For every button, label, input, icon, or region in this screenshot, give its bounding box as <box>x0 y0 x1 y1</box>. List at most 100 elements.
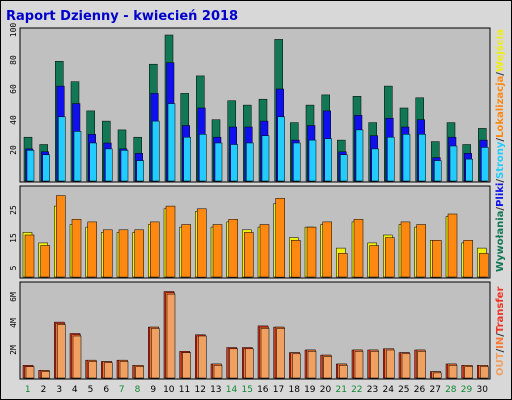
y-tick-label: 4M <box>9 318 18 328</box>
bar-out-day-21 <box>339 365 348 379</box>
bar-strony-day-6 <box>105 148 113 182</box>
x-tick-label-day-10: 10 <box>163 385 175 395</box>
bar-strony-day-18 <box>293 142 301 182</box>
legend-item: IN <box>495 337 506 349</box>
bar-out-day-28 <box>448 365 458 379</box>
y-tick-label: 40 <box>9 115 18 125</box>
bar-strony-day-21 <box>340 154 348 182</box>
bar-strony-day-27 <box>434 160 442 182</box>
y-tick-label: 20 <box>9 145 18 155</box>
x-tick-label-day-30: 30 <box>476 385 488 395</box>
x-tick-label-day-26: 26 <box>414 385 426 395</box>
y-tick-label: 2M <box>9 345 18 355</box>
bar-out-day-2 <box>41 371 50 379</box>
bar-lokalizacja-day-3 <box>56 195 66 278</box>
y-tick-label: 100 <box>9 23 18 38</box>
x-tick-label-day-7: 7 <box>119 385 125 395</box>
bar-lokalizacja-day-24 <box>385 237 395 278</box>
x-tick-label-day-4: 4 <box>72 385 78 395</box>
bar-out-day-24 <box>386 349 395 379</box>
bar-out-day-5 <box>88 361 97 379</box>
bar-strony-day-26 <box>418 134 426 182</box>
x-tick-label-day-29: 29 <box>461 385 473 395</box>
bar-strony-day-11 <box>183 136 191 182</box>
legend-item: Pliki <box>495 183 506 207</box>
bar-strony-day-10 <box>167 103 176 182</box>
bar-lokalizacja-day-22 <box>353 219 364 278</box>
bar-strony-day-23 <box>371 148 379 182</box>
y-tick-label: 5 <box>9 265 18 270</box>
legend-item: Wywołania <box>495 211 506 272</box>
bar-strony-day-2 <box>42 154 50 182</box>
x-tick-label-day-8: 8 <box>135 385 141 395</box>
legend-item: / <box>495 349 506 353</box>
x-tick-label-day-14: 14 <box>226 385 238 395</box>
bar-lokalizacja-day-29 <box>463 240 473 278</box>
bar-strony-day-1 <box>26 150 35 182</box>
legend-item: / <box>495 138 506 142</box>
y-tick-label: 25 <box>9 205 18 215</box>
bar-out-day-13 <box>213 365 223 379</box>
x-tick-label-day-2: 2 <box>41 385 47 395</box>
bar-strony-day-13 <box>214 142 223 182</box>
x-tick-label-day-24: 24 <box>382 385 394 395</box>
legend-item: OUT <box>495 352 506 376</box>
bar-lokalizacja-day-8 <box>134 229 144 278</box>
bar-strony-day-3 <box>58 116 66 182</box>
bar-out-day-20 <box>323 356 332 379</box>
bar-out-day-30 <box>480 366 489 379</box>
y-tick-label: 80 <box>9 55 18 65</box>
x-tick-label-day-20: 20 <box>320 385 332 395</box>
bar-out-day-10 <box>166 293 176 379</box>
bar-out-day-18 <box>292 353 301 379</box>
bar-strony-day-5 <box>89 142 97 182</box>
bar-out-day-16 <box>260 328 270 379</box>
bar-lokalizacja-day-11 <box>181 224 191 278</box>
bar-out-day-1 <box>25 366 35 379</box>
bar-out-day-22 <box>354 351 364 379</box>
bar-out-day-15 <box>245 348 254 379</box>
bar-out-day-25 <box>401 353 411 379</box>
bar-strony-day-22 <box>355 129 364 182</box>
bar-out-day-3 <box>57 324 66 379</box>
bar-strony-day-4 <box>73 131 82 182</box>
bar-lokalizacja-day-25 <box>400 221 411 278</box>
bar-lokalizacja-day-14 <box>228 219 238 278</box>
x-tick-label-day-9: 9 <box>150 385 156 395</box>
bar-lokalizacja-day-23 <box>369 245 379 278</box>
bar-strony-day-30 <box>481 147 489 182</box>
legend-item: Lokalizacja <box>495 76 506 138</box>
bar-strony-day-8 <box>136 160 144 182</box>
bar-strony-day-19 <box>308 139 317 182</box>
bar-strony-day-12 <box>199 134 207 182</box>
legend-item: Wejścia <box>494 29 506 72</box>
bar-strony-day-9 <box>152 120 160 182</box>
bar-lokalizacja-day-15 <box>244 232 254 278</box>
bar-lokalizacja-day-26 <box>416 224 426 278</box>
bar-lokalizacja-day-21 <box>338 253 348 278</box>
bar-lokalizacja-day-10 <box>165 205 176 278</box>
bar-lokalizacja-day-7 <box>118 229 129 278</box>
bar-out-day-7 <box>119 361 129 379</box>
x-tick-label-day-13: 13 <box>210 385 221 395</box>
x-tick-label-day-21: 21 <box>335 385 346 395</box>
bar-strony-day-29 <box>465 158 473 182</box>
legend-item: Strony <box>495 141 506 179</box>
legend-item: / <box>495 179 506 183</box>
bar-out-day-17 <box>276 328 285 379</box>
transfer-panel <box>19 281 491 380</box>
bar-out-day-11 <box>182 352 191 379</box>
x-tick-label-day-28: 28 <box>445 385 457 395</box>
bar-out-day-4 <box>72 335 82 379</box>
bar-out-day-19 <box>307 351 317 379</box>
legend-item: / <box>495 72 506 76</box>
bar-out-day-9 <box>151 328 160 379</box>
bar-out-day-8 <box>135 366 144 379</box>
bar-lokalizacja-day-4 <box>71 219 82 278</box>
x-tick-label-day-5: 5 <box>88 385 94 395</box>
bar-out-day-14 <box>229 348 238 379</box>
bar-out-day-12 <box>198 335 207 379</box>
x-tick-label-day-25: 25 <box>398 385 409 395</box>
